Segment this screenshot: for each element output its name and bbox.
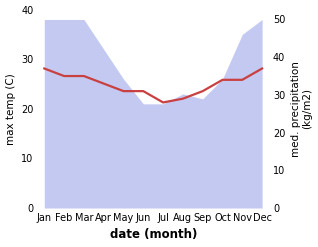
Y-axis label: max temp (C): max temp (C) <box>5 73 16 145</box>
Y-axis label: med. precipitation
(kg/m2): med. precipitation (kg/m2) <box>291 61 313 157</box>
X-axis label: date (month): date (month) <box>109 228 197 242</box>
